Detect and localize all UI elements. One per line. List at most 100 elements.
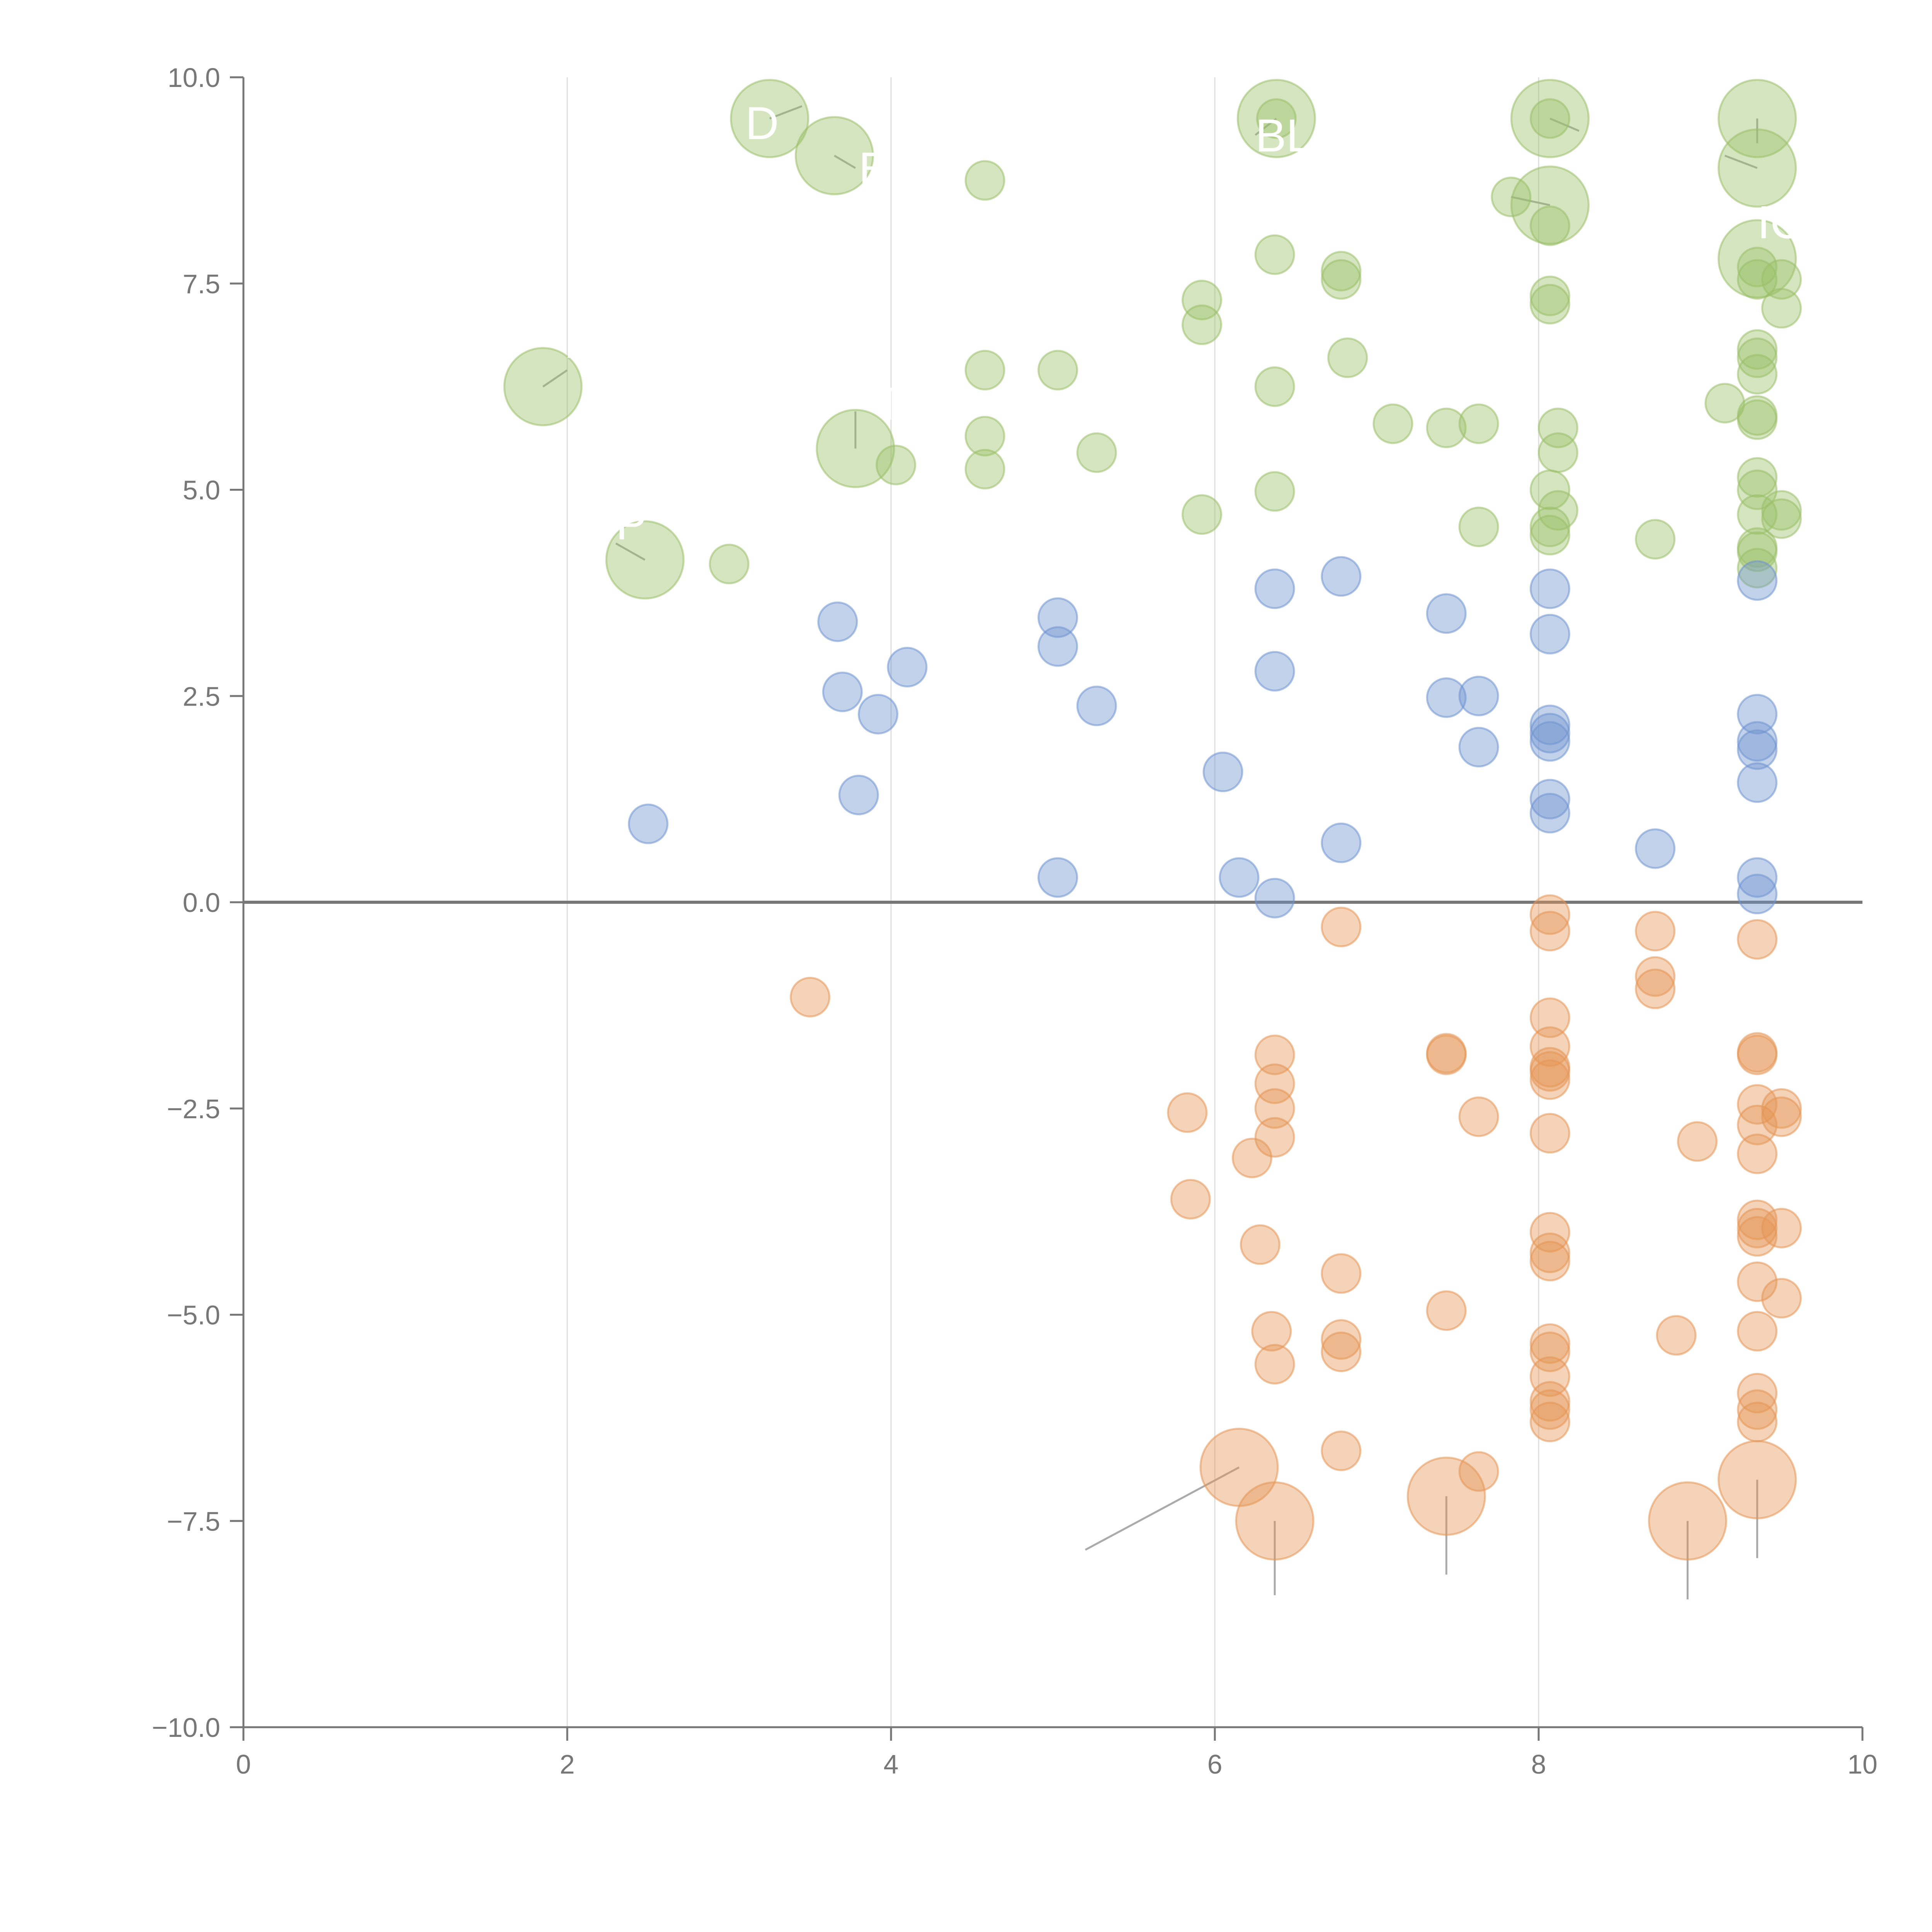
data-point-positive-low <box>1737 762 1778 803</box>
data-point-positive-high <box>1254 234 1295 275</box>
data-point-positive-low <box>838 774 879 815</box>
data-point-negative <box>1254 1117 1295 1158</box>
y-tick-label: −7.5 <box>167 1506 220 1536</box>
x-tick-label: 2 <box>560 1749 575 1779</box>
data-point-positive-low <box>1635 828 1676 869</box>
data-point-positive-low <box>1254 568 1295 609</box>
data-point-negative <box>1737 919 1778 960</box>
data-point-positive-high <box>1181 279 1222 320</box>
leader-line <box>834 155 856 169</box>
data-point-negative <box>1254 1063 1295 1104</box>
data-point-positive-high <box>1510 79 1590 158</box>
x-tick-label: 6 <box>1208 1749 1223 1779</box>
point-label: IC <box>1757 196 1804 248</box>
data-point-positive-high <box>876 444 917 485</box>
data-point-negative <box>1529 997 1570 1038</box>
data-point-positive-high <box>1181 494 1222 535</box>
data-point-negative <box>1529 1232 1570 1273</box>
data-point-negative <box>1656 1315 1697 1356</box>
point-label: TA <box>875 378 930 430</box>
leader-line <box>769 105 803 120</box>
data-point-negative <box>1458 1096 1499 1137</box>
data-point-positive-high <box>964 350 1005 391</box>
data-point-negative <box>1761 1278 1802 1319</box>
y-tick-label: 10.0 <box>168 63 220 93</box>
data-point-negative <box>1737 1034 1778 1075</box>
leader-line <box>1255 117 1277 136</box>
data-point-positive-low <box>1529 614 1570 655</box>
data-point-positive-high <box>1426 407 1467 448</box>
data-point-positive-high <box>1761 498 1802 539</box>
data-point-positive-low <box>1458 675 1499 716</box>
data-point-negative <box>1254 1344 1295 1385</box>
data-point-negative <box>1761 1096 1802 1137</box>
data-point-positive-high <box>964 416 1005 457</box>
data-point-positive-high <box>1491 177 1532 218</box>
data-point-positive-high <box>1737 354 1778 395</box>
leader-line <box>1549 117 1580 132</box>
data-point-negative <box>1635 911 1676 952</box>
data-point-positive-low <box>1529 721 1570 762</box>
data-point-positive-high <box>1761 288 1802 329</box>
point-labels: A D E TA P BL GA IC <box>567 97 1804 549</box>
data-point-positive-low <box>1529 793 1570 833</box>
data-point-positive-high <box>1537 432 1578 473</box>
data-point-negative <box>1737 1311 1778 1352</box>
data-point-positive-high <box>1327 337 1368 378</box>
data-point-positive-high <box>1737 329 1778 370</box>
data-point-positive-high <box>1458 507 1499 548</box>
data-point-negative <box>1635 956 1676 997</box>
data-point-positive-high <box>1537 407 1578 448</box>
data-point-negative <box>1737 1216 1778 1257</box>
data-point-positive-high <box>1372 403 1413 444</box>
data-point-positive-high <box>1737 469 1778 510</box>
data-point-positive-high <box>1737 395 1778 436</box>
x-tick-label: 4 <box>884 1749 899 1779</box>
data-points <box>503 79 1802 1561</box>
data-point-negative <box>1737 1372 1778 1413</box>
data-point-positive-high <box>1321 251 1362 292</box>
data-point-positive-high <box>1037 350 1078 391</box>
data-point-positive-low <box>887 647 928 688</box>
data-point-positive-low <box>1426 677 1467 718</box>
data-point-positive-low <box>1321 822 1362 863</box>
data-point-negative <box>1737 1208 1778 1248</box>
data-point-positive-high <box>1254 471 1295 512</box>
data-point-negative <box>1426 1290 1467 1331</box>
x-axis-ticks: 0 2 4 6 8 10 <box>236 1727 1878 1779</box>
data-point-positive-low <box>1037 597 1078 638</box>
data-point-negative <box>1737 1261 1778 1302</box>
data-point-positive-high <box>503 347 583 427</box>
point-label: GA <box>1587 97 1654 149</box>
data-point-positive-high <box>794 116 874 196</box>
data-point-negative <box>1321 906 1362 947</box>
data-point-positive-high <box>1529 284 1570 325</box>
data-point-positive-low <box>1529 568 1570 609</box>
point-label: BL <box>1255 110 1312 162</box>
data-point-positive-high <box>1529 98 1570 139</box>
point-label: E <box>859 143 889 195</box>
data-point-negative <box>1635 968 1676 1009</box>
data-point-positive-high <box>1529 469 1570 510</box>
data-point-negative <box>1737 1133 1778 1174</box>
data-point-positive-high <box>1737 337 1778 378</box>
data-point-negative <box>1167 1092 1208 1133</box>
data-point-negative <box>1737 1401 1778 1442</box>
data-point-negative <box>1529 1026 1570 1067</box>
data-point-negative <box>1529 1323 1570 1364</box>
data-point-positive-high <box>1181 304 1222 345</box>
data-point-negative <box>1529 1401 1570 1442</box>
data-point-negative <box>1458 1451 1499 1492</box>
data-point-negative <box>1529 1113 1570 1154</box>
data-point-positive-high <box>1256 98 1297 139</box>
data-point-positive-high <box>1761 259 1802 300</box>
data-point-positive-low <box>1037 626 1078 667</box>
leader-line <box>615 543 646 561</box>
data-point-positive-low <box>1076 685 1117 726</box>
y-axis-ticks: −10.0 −7.5 −5.0 −2.5 0.0 2.5 5.0 7.5 10.0 <box>152 63 243 1743</box>
data-point-negative <box>1321 1253 1362 1294</box>
data-point-positive-low <box>1426 593 1467 634</box>
data-point-positive-high <box>1076 432 1117 473</box>
data-point-negative <box>1761 1088 1802 1129</box>
data-point-negative <box>1529 1241 1570 1282</box>
